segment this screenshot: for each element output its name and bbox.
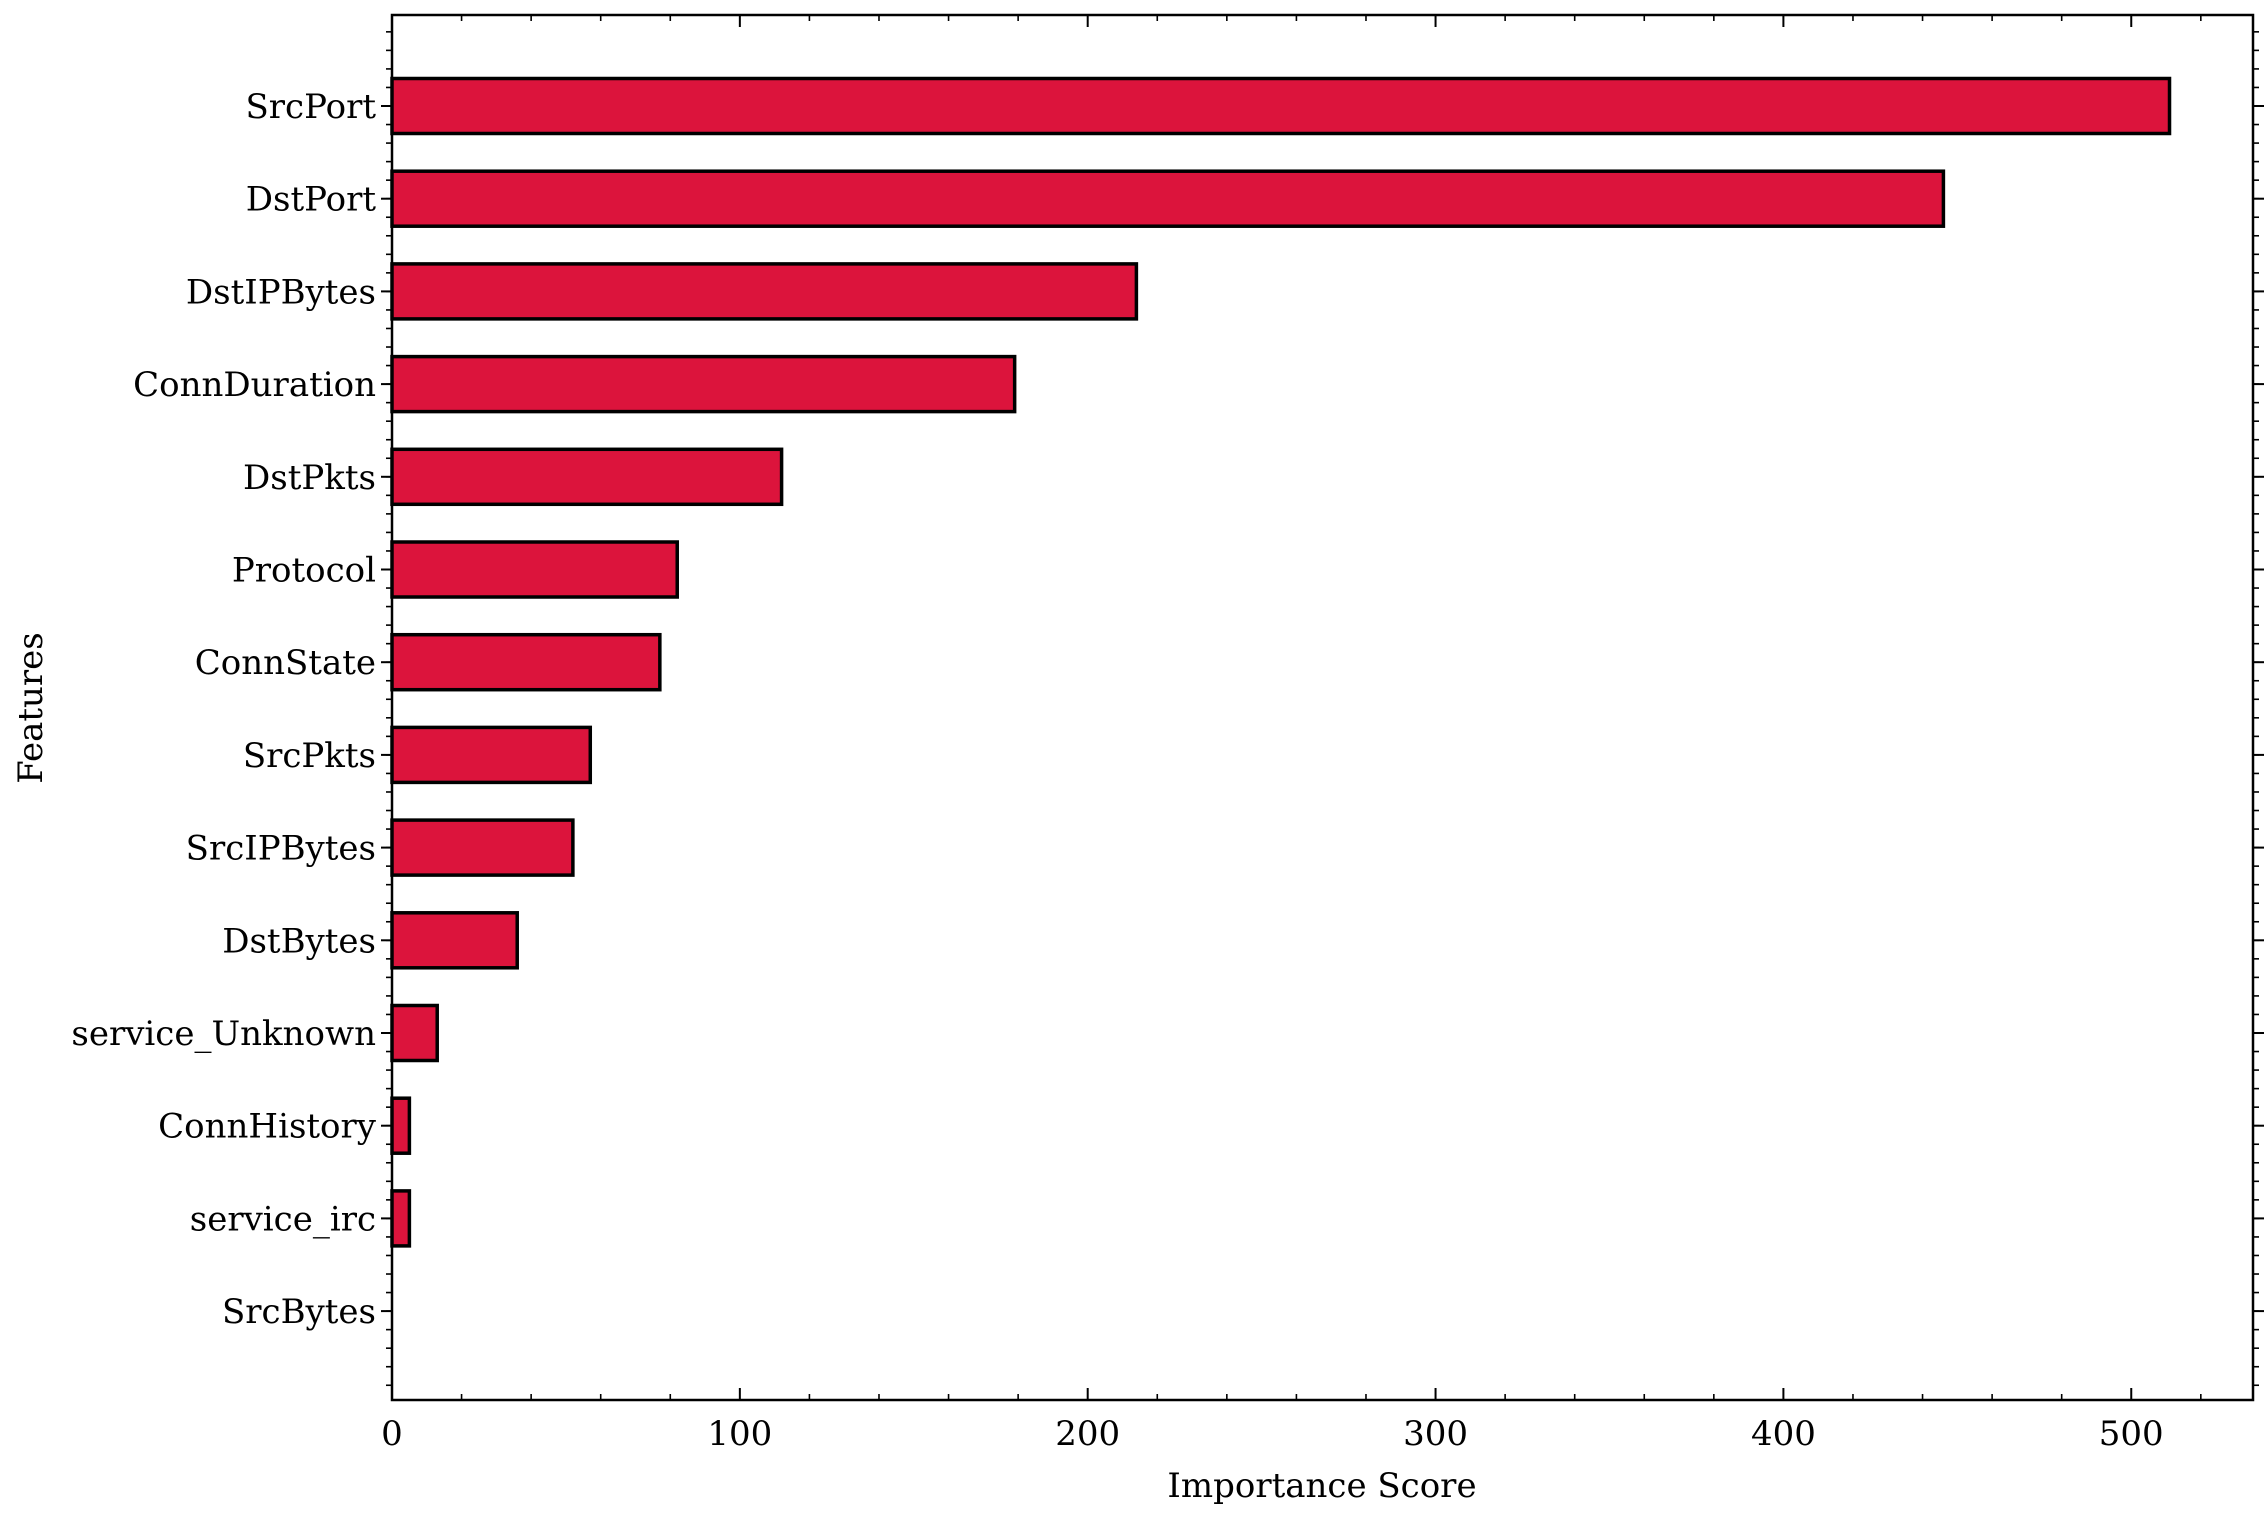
- x-tick-label: 400: [1751, 1414, 1816, 1454]
- y-tick-label: ConnState: [195, 643, 376, 683]
- y-tick-label: SrcPkts: [243, 736, 376, 776]
- bar-srcipbytes: [390, 818, 575, 877]
- y-tick-label: ConnDuration: [133, 365, 376, 405]
- y-tick-label: DstIPBytes: [186, 272, 376, 312]
- y-tick-label: SrcIPBytes: [186, 829, 376, 869]
- plot-frame: [390, 13, 2255, 1402]
- x-tick-label: 0: [381, 1414, 403, 1454]
- bar-service-unknown: [390, 1003, 439, 1063]
- y-tick-label: DstPort: [246, 180, 377, 220]
- bars-layer: [390, 76, 2172, 1248]
- x-tick-label: 200: [1055, 1414, 1120, 1454]
- bar-connduration: [390, 354, 1017, 414]
- y-tick-label: SrcBytes: [222, 1292, 376, 1332]
- y-tick-label: service_Unknown: [71, 1014, 376, 1054]
- bar-connstate: [390, 632, 662, 692]
- y-axis-title: Features: [11, 632, 51, 784]
- bar-dstport: [390, 169, 1946, 228]
- y-tick-label: DstBytes: [222, 921, 376, 961]
- bar-connhistory: [390, 1096, 412, 1155]
- y-tick-label: ConnHistory: [158, 1107, 377, 1147]
- y-tick-label: service_irc: [190, 1199, 376, 1239]
- labels-layer: SrcPort DstPort DstIPBytes ConnDuration DstP…: [71, 87, 2163, 1454]
- bar-srcport: [390, 76, 2172, 136]
- y-tick-label: DstPkts: [243, 458, 376, 498]
- y-tick-label: SrcPort: [246, 87, 377, 127]
- x-tick-label: 500: [2099, 1414, 2164, 1454]
- bar-service-irc: [390, 1189, 412, 1248]
- bar-dstipbytes: [390, 262, 1139, 321]
- y-tick-label: Protocol: [232, 551, 376, 591]
- bar-protocol: [390, 540, 679, 599]
- bar-dstbytes: [390, 911, 519, 970]
- x-axis-title: Importance Score: [1167, 1466, 1476, 1506]
- bar-dstpkts: [390, 447, 784, 507]
- x-tick-label: 100: [707, 1414, 772, 1454]
- x-tick-label: 300: [1403, 1414, 1468, 1454]
- bar-srcpkts: [390, 725, 593, 785]
